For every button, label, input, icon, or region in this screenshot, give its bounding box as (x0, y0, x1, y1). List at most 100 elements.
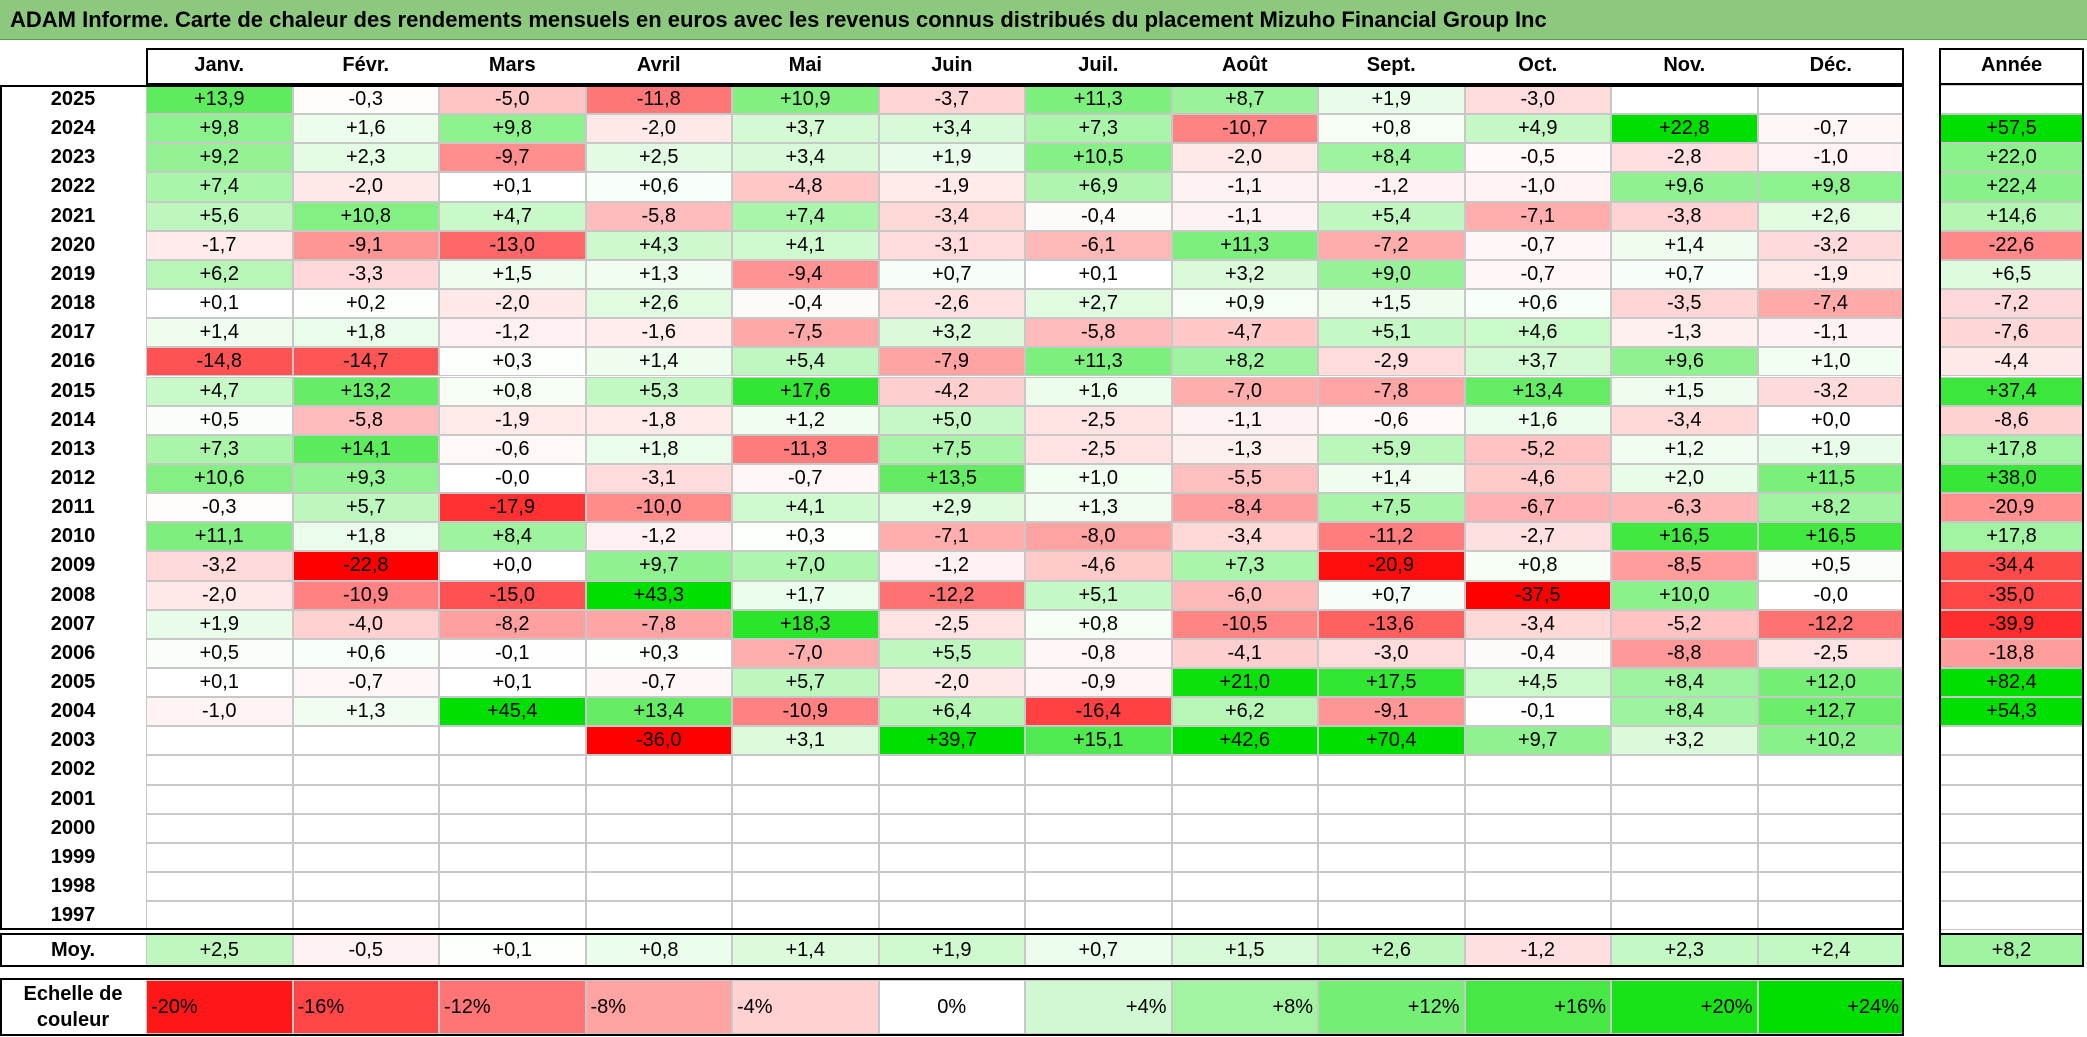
scale-swatch: +24% (1757, 980, 1904, 1034)
year-total-cell: -20,9 (1939, 493, 2084, 523)
heatmap-cell: -11,2 (1318, 522, 1465, 552)
heatmap-cell (878, 901, 1025, 931)
heatmap-cell: -6,7 (1464, 493, 1611, 523)
year-total-cell: +38,0 (1939, 463, 2084, 494)
heatmap-cell: +45,4 (439, 697, 586, 727)
scale-swatch: 0% (878, 980, 1025, 1034)
heatmap-cell: -5,8 (292, 405, 439, 435)
heatmap-cell: +3,7 (732, 114, 879, 144)
heatmap-cell (878, 813, 1025, 843)
month-header: Mars (488, 54, 536, 76)
heatmap-cell: +1,3 (585, 259, 732, 290)
heatmap-cell (1611, 755, 1758, 785)
heatmap-cell (1464, 872, 1611, 902)
heatmap-cell: -4,1 (1171, 638, 1318, 668)
month-header: Juin (931, 54, 973, 76)
heatmap-cell: +2,6 (1757, 201, 1904, 231)
heatmap-cell: -0,7 (732, 463, 879, 494)
heatmap-cell: -2,8 (1611, 143, 1758, 173)
heatmap-cell: -1,2 (439, 318, 586, 348)
heatmap-cell: +1,4 (1318, 463, 1465, 494)
heatmap-cell: +0,7 (878, 259, 1025, 290)
heatmap-cell: +7,4 (146, 172, 293, 202)
heatmap-cell: +0,0 (439, 551, 586, 581)
heatmap-cell: +1,9 (1757, 434, 1904, 464)
heatmap-cell: -4,2 (878, 376, 1025, 406)
heatmap-cell: -22,8 (292, 551, 439, 581)
scale-swatch: +20% (1611, 980, 1758, 1034)
month-header: Oct. (1518, 54, 1558, 76)
heatmap-cell: +15,1 (1025, 726, 1172, 756)
heatmap-cell: +3,7 (1464, 347, 1611, 377)
heatmap-cell (585, 842, 732, 873)
heatmap-cell: -0,1 (439, 638, 586, 668)
heatmap-cell: +2,0 (1611, 463, 1758, 494)
heatmap-cell: -7,1 (1464, 201, 1611, 231)
scale-swatch: +8% (1171, 980, 1318, 1034)
heatmap-cell: +11,3 (1025, 347, 1172, 377)
heatmap-cell: -4,0 (292, 609, 439, 639)
heatmap-cell: +3,4 (878, 114, 1025, 144)
heatmap-cell: +0,3 (439, 347, 586, 377)
heatmap-cell: -2,5 (878, 609, 1025, 639)
heatmap-cell: +4,1 (732, 230, 879, 260)
year-label: 2012 (50, 466, 96, 489)
heatmap-cell: -1,9 (1757, 259, 1904, 290)
heatmap-cell (146, 872, 293, 902)
heatmap-cell: +9,6 (1611, 172, 1758, 202)
heatmap-cell: +18,3 (732, 609, 879, 639)
heatmap-cell (732, 872, 879, 902)
heatmap-cell: -2,0 (585, 114, 732, 144)
heatmap-cell (292, 726, 439, 756)
heatmap-cell: +1,8 (292, 522, 439, 552)
heatmap-cell: -0,3 (146, 493, 293, 523)
heatmap-cell: -2,5 (1757, 638, 1904, 668)
heatmap-cell: -13,6 (1318, 609, 1465, 639)
heatmap-cell (292, 813, 439, 843)
heatmap-cell: +10,2 (1757, 726, 1904, 756)
heatmap-cell: +1,3 (292, 697, 439, 727)
heatmap-cell: +3,2 (1611, 726, 1758, 756)
year-label: 2006 (50, 641, 96, 664)
heatmap-cell: -2,0 (292, 172, 439, 202)
heatmap-cell: +22,8 (1611, 114, 1758, 144)
heatmap-cell: +16,5 (1611, 522, 1758, 552)
heatmap-cell: -0,7 (1464, 230, 1611, 260)
heatmap-cell: +5,4 (1318, 201, 1465, 231)
heatmap-cell: +0,8 (1464, 551, 1611, 581)
month-header: Juil. (1078, 54, 1119, 76)
heatmap-cell: +3,2 (1171, 259, 1318, 290)
heatmap-cell: -2,0 (439, 289, 586, 319)
heatmap-cell: -5,5 (1171, 463, 1318, 494)
heatmap-cell: -3,5 (1611, 289, 1758, 319)
month-header: Mai (788, 54, 822, 76)
heatmap-cell: -0,6 (1318, 405, 1465, 435)
heatmap-cell: -2,5 (1025, 405, 1172, 435)
heatmap-cell: -0,4 (732, 289, 879, 319)
heatmap-cell: -5,2 (1611, 609, 1758, 639)
heatmap-cell: -3,3 (292, 259, 439, 290)
heatmap-cell: -1,0 (146, 697, 293, 727)
heatmap-cell: +5,7 (732, 668, 879, 698)
heatmap-cell: +0,1 (146, 668, 293, 698)
heatmap-cell: +1,4 (1611, 230, 1758, 260)
heatmap-cell: +9,3 (292, 463, 439, 494)
heatmap-cell: -2,0 (146, 580, 293, 610)
heatmap-cell: -10,9 (292, 580, 439, 610)
heatmap-cell: +4,7 (146, 376, 293, 406)
year-total-cell: -7,2 (1939, 289, 2084, 319)
heatmap-cell: +0,9 (1171, 289, 1318, 319)
heatmap-cell (732, 813, 879, 843)
heatmap-cell: +0,1 (146, 289, 293, 319)
heatmap-cell (585, 755, 732, 785)
heatmap-cell: +17,5 (1318, 668, 1465, 698)
heatmap-cell: +1,8 (292, 318, 439, 348)
year-label: 2002 (50, 758, 96, 781)
year-total-cell: -4,4 (1939, 347, 2084, 377)
heatmap-cell: +3,4 (732, 143, 879, 173)
year-label: 2013 (50, 437, 96, 460)
heatmap-cell: +0,8 (1318, 114, 1465, 144)
scale-label: Echelle de couleur (23, 983, 123, 1031)
heatmap-cell (1464, 901, 1611, 931)
heatmap-cell: +9,8 (146, 114, 293, 144)
